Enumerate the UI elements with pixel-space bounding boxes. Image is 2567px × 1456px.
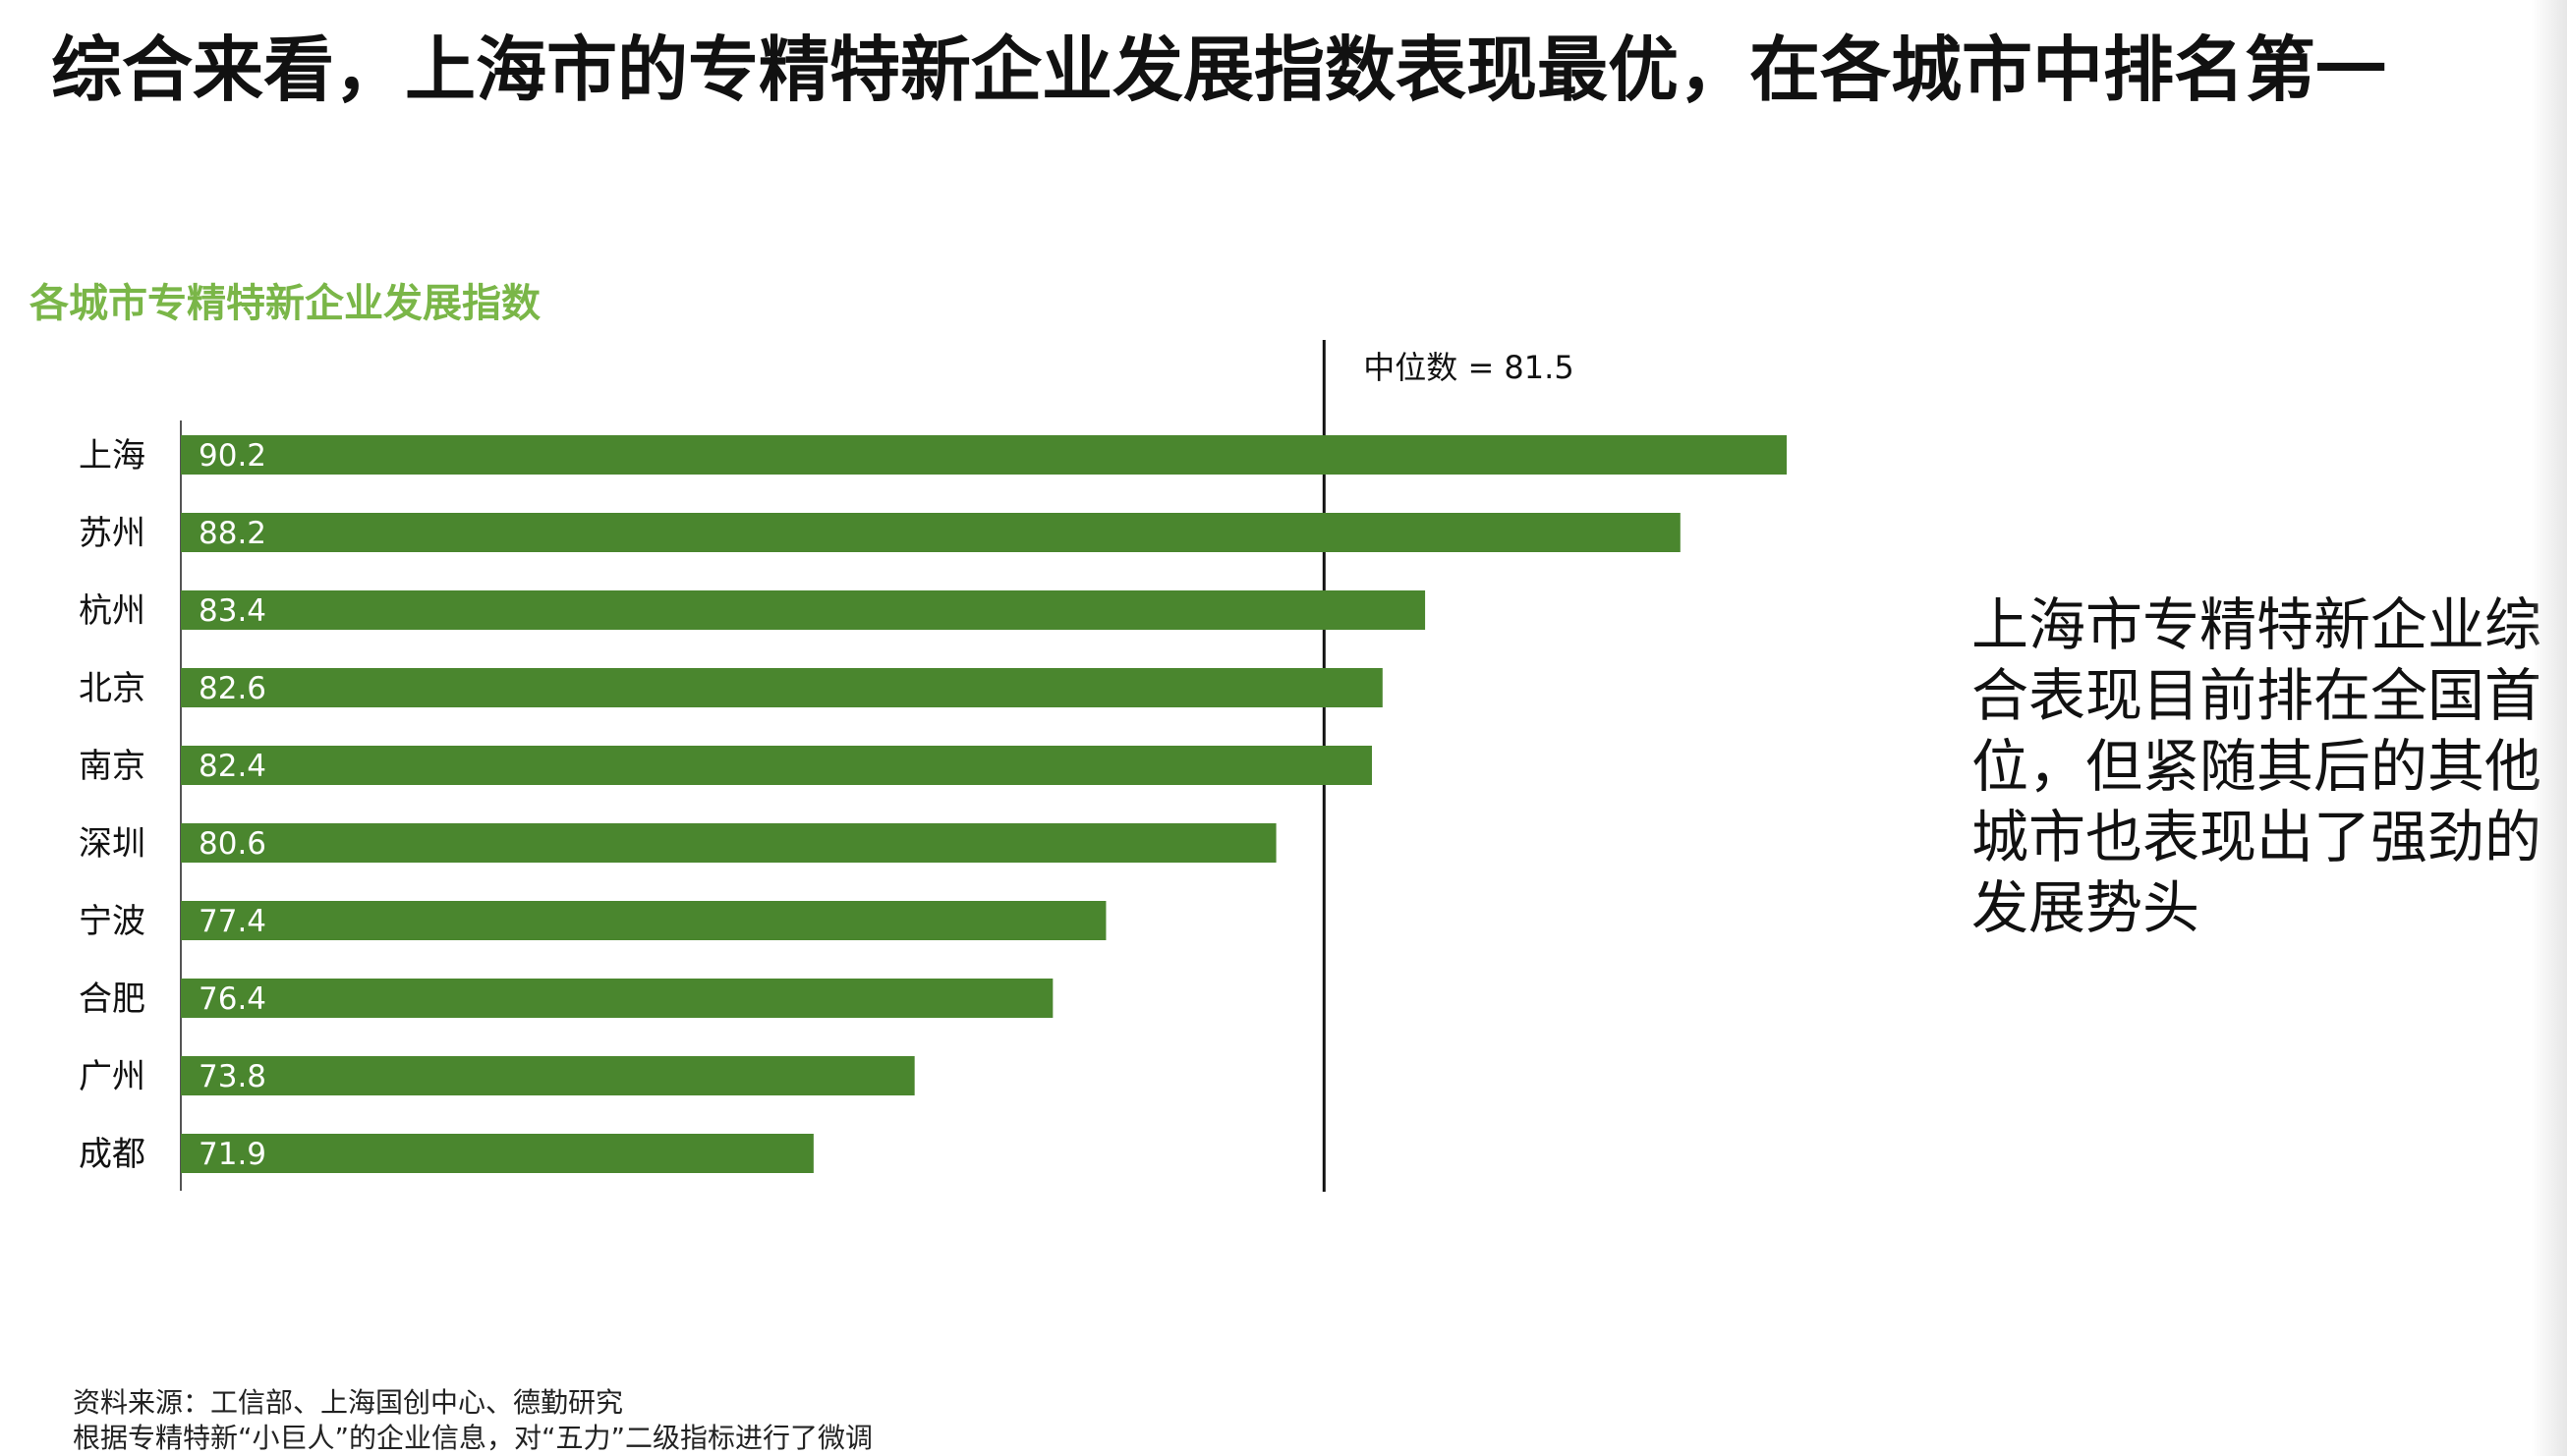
value-label: 82.4 <box>199 749 266 784</box>
bar <box>181 979 1054 1018</box>
commentary-line: 合表现目前排在全国首 <box>1971 662 2542 729</box>
value-label: 90.2 <box>199 438 266 474</box>
footnote-note: 根据专精特新“小巨人”的企业信息，对“五力”二级指标进行了微调 <box>73 1422 874 1454</box>
footnote-source: 资料来源：工信部、上海国创中心、德勤研究 <box>73 1386 624 1419</box>
category-label: 南京 <box>79 747 145 786</box>
bar <box>181 590 1426 630</box>
category-label: 北京 <box>79 669 145 708</box>
bar <box>181 1056 915 1095</box>
category-label: 深圳 <box>79 824 145 864</box>
category-label: 苏州 <box>79 514 145 553</box>
bar <box>181 668 1383 707</box>
category-label: 合肥 <box>79 980 145 1019</box>
bar <box>181 435 1787 475</box>
bar <box>181 901 1107 940</box>
page-title: 综合来看，上海市的专精特新企业发展指数表现最优，在各城市中排名第一 <box>51 28 2387 111</box>
category-label: 杭州 <box>79 591 145 631</box>
median-label: 中位数 = 81.5 <box>1363 349 1573 386</box>
category-label: 上海 <box>79 436 145 476</box>
value-label: 77.4 <box>199 904 266 939</box>
bars-group: 上海 90.2 苏州 88.2 杭州 83.4 北京 82.6 南京 82.4 深圳 80.6 宁波 77… <box>79 435 1787 1174</box>
value-label: 73.8 <box>199 1059 266 1094</box>
bar <box>181 1134 814 1173</box>
value-label: 88.2 <box>199 516 266 551</box>
commentary-line: 位，但紧随其后的其他 <box>1971 733 2542 800</box>
bar <box>181 513 1681 552</box>
category-label: 宁波 <box>79 902 145 941</box>
chart-title: 各城市专精特新企业发展指数 <box>29 281 541 326</box>
category-label: 广州 <box>79 1057 145 1096</box>
value-label: 71.9 <box>199 1137 266 1172</box>
bar <box>181 746 1372 785</box>
commentary-line: 上海市专精特新企业综 <box>1971 591 2542 658</box>
value-label: 82.6 <box>199 671 266 706</box>
value-label: 76.4 <box>199 981 266 1017</box>
commentary-line: 城市也表现出了强劲的 <box>1971 804 2542 870</box>
bar <box>181 823 1277 863</box>
value-label: 83.4 <box>199 593 266 629</box>
commentary: 上海市专精特新企业综 合表现目前排在全国首 位，但紧随其后的其他 城市也表现出了… <box>1971 589 2567 943</box>
category-label: 成都 <box>79 1135 145 1174</box>
commentary-line: 发展势头 <box>1971 874 2200 941</box>
value-label: 80.6 <box>199 826 266 862</box>
footnote: 资料来源：工信部、上海国创中心、德勤研究 根据专精特新“小巨人”的企业信息，对“… <box>73 1385 873 1456</box>
slide-edge-shadow <box>2532 0 2567 1456</box>
